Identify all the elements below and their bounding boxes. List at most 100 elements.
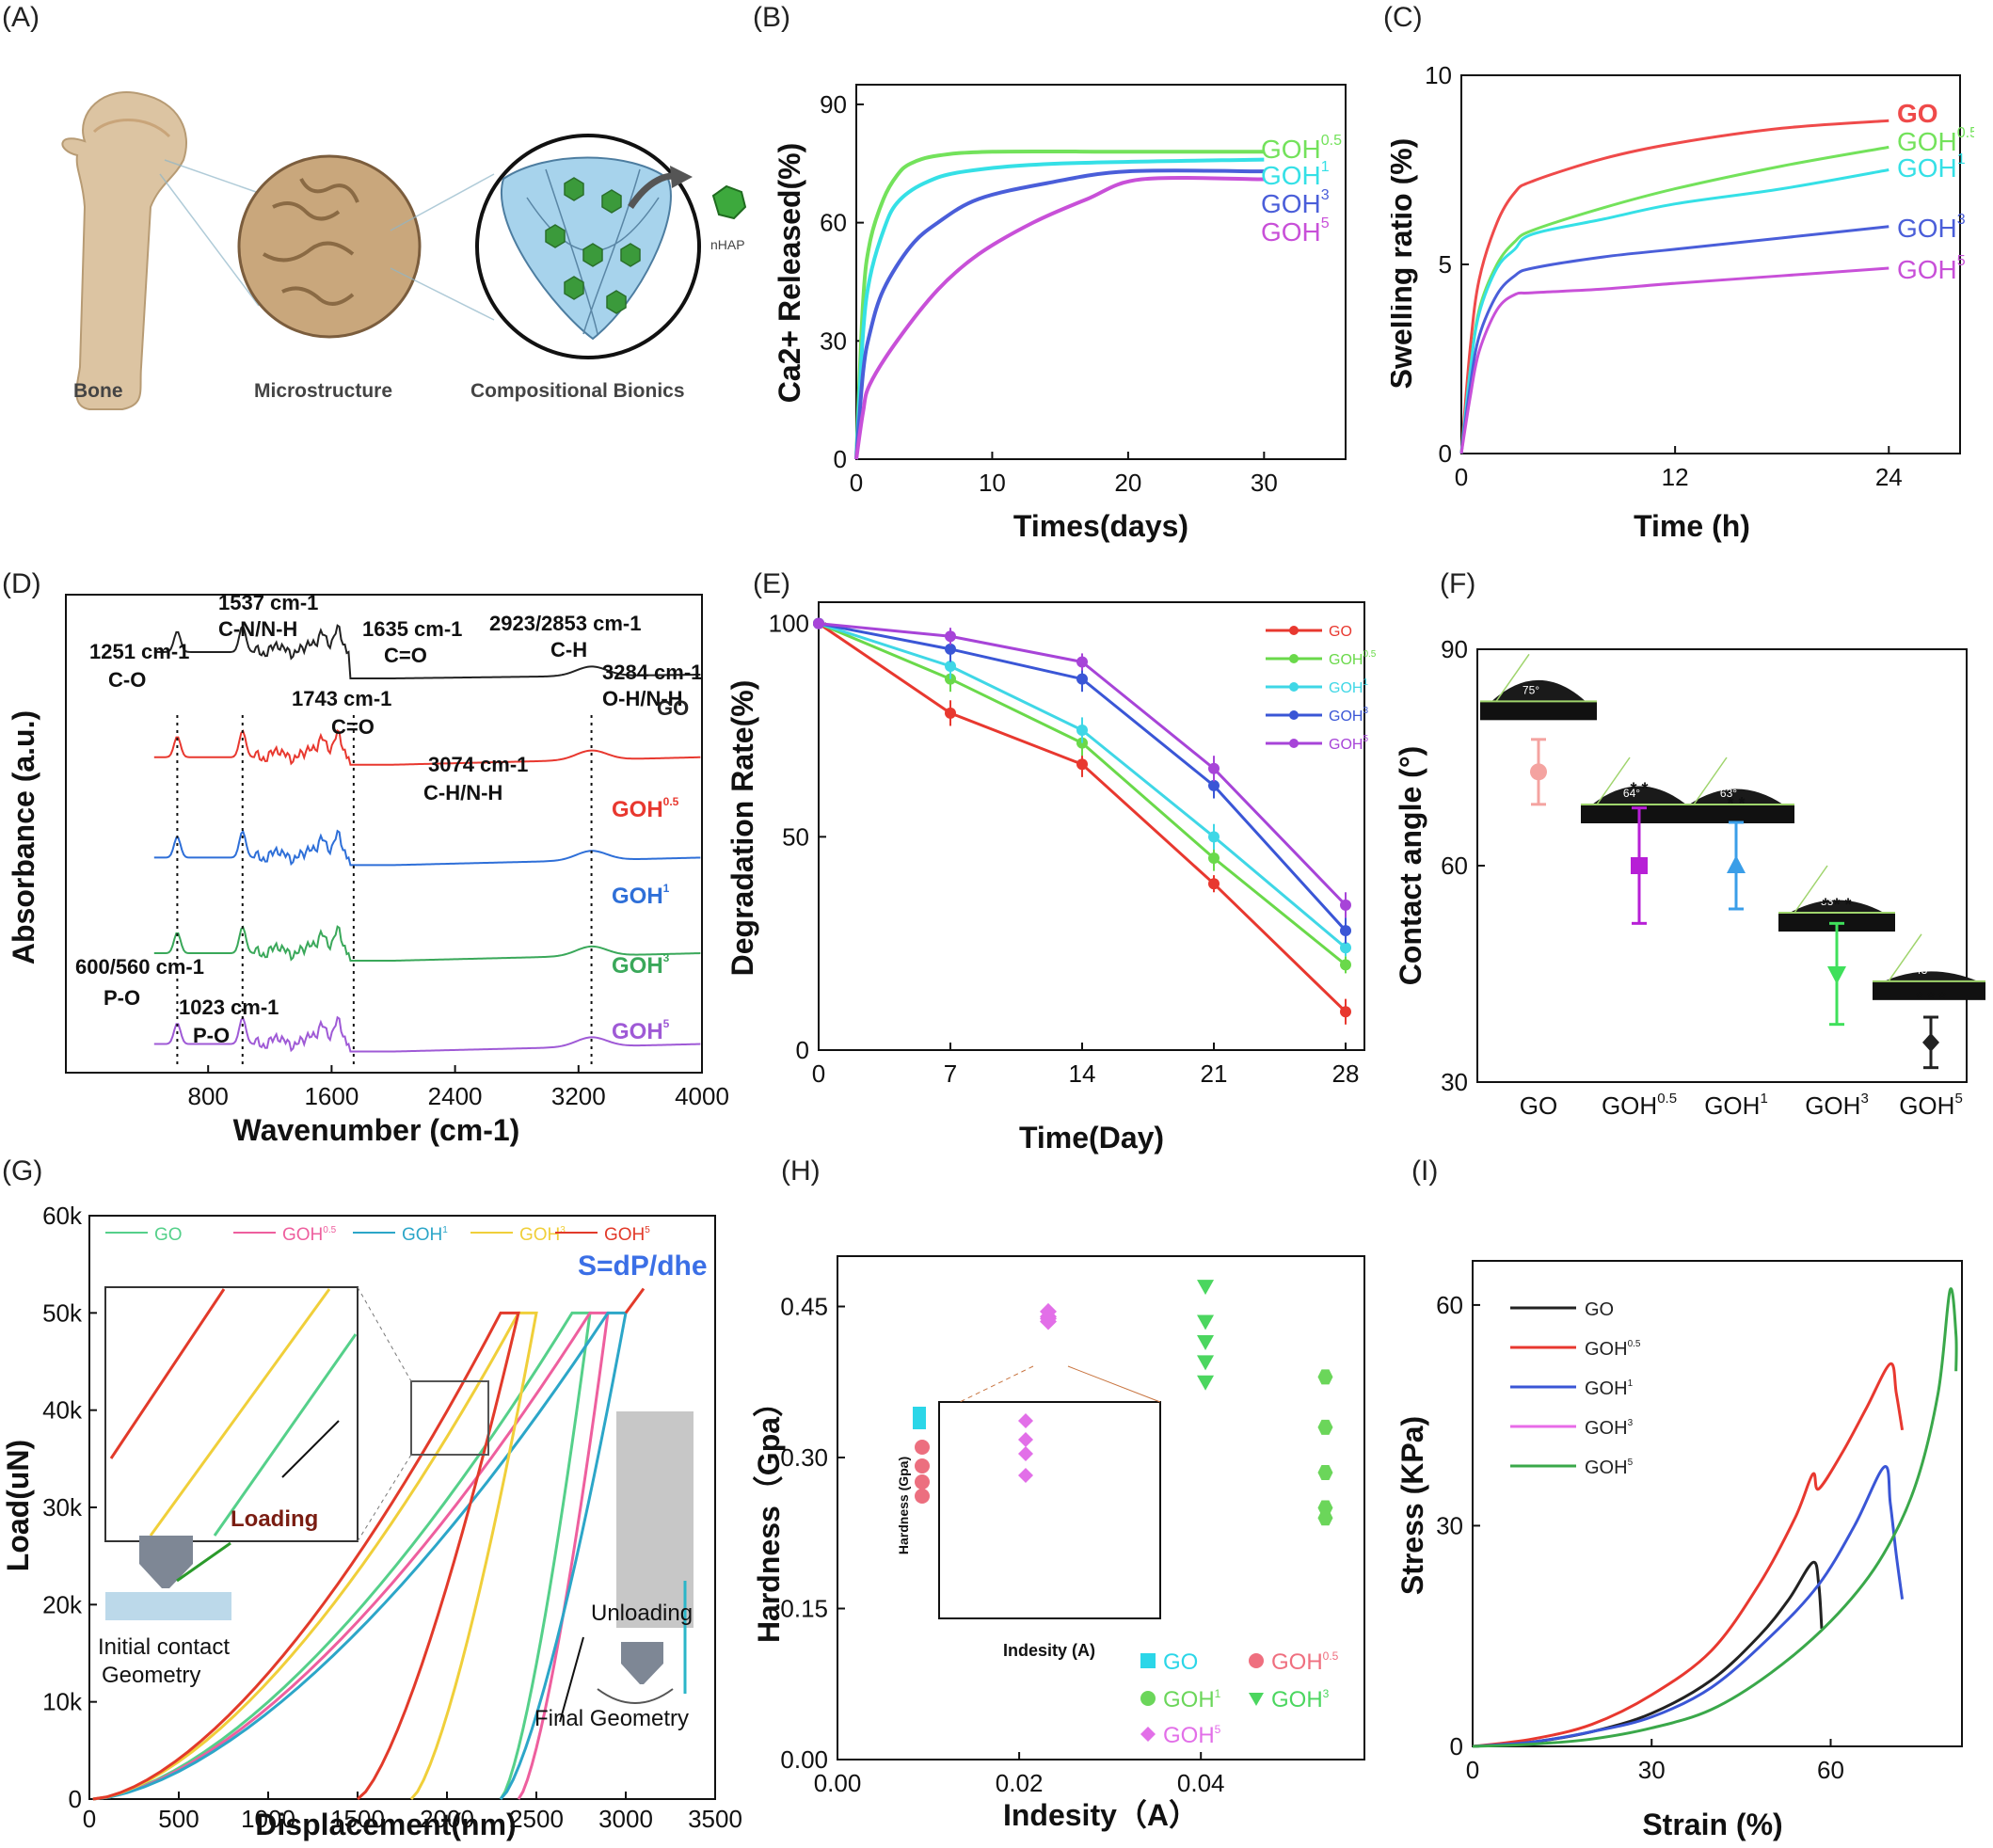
y-axis-label-e: Degradation Rate(%) xyxy=(725,680,759,977)
data-point-e-GOH3 xyxy=(1208,779,1220,791)
series-line-c-GOH1 xyxy=(1459,168,1889,454)
e-xtick-label: 21 xyxy=(1201,1059,1228,1088)
ann-d-9: O-H/N-H xyxy=(602,687,683,710)
y-axis-label-i: Stress (KPa) xyxy=(1395,1416,1429,1595)
compositional-bionics-illustration: nHAP xyxy=(475,134,747,359)
ann-g-0: S=dP/dhe xyxy=(578,1251,708,1282)
data-point-e-GOH3 xyxy=(1340,925,1351,937)
legend-h-label-GOH1: GOH1 xyxy=(1163,1687,1221,1713)
data-point-e-GOH0.5 xyxy=(1208,852,1220,864)
c-ytick-label: 10 xyxy=(1425,66,1452,89)
plot-frame-d xyxy=(65,594,703,1074)
h-xtick-label: 0.04 xyxy=(1177,1769,1225,1797)
ann-d-5: C=O xyxy=(384,644,427,667)
legend-e-label-GO: GO xyxy=(1329,624,1352,640)
c-xtick-label: 24 xyxy=(1875,463,1903,491)
e-xtick-label: 28 xyxy=(1332,1059,1360,1088)
d-xtick-label: 800 xyxy=(188,1082,229,1110)
data-point-f-GOH5 xyxy=(1922,1032,1939,1052)
data-point-h-GOH3 xyxy=(1197,1355,1215,1371)
y-axis-label-h: Hardness（Gpa） xyxy=(752,1387,786,1643)
plot-frame-c xyxy=(1460,74,1961,454)
e-ytick-label: 0 xyxy=(796,1036,809,1064)
data-point-h-GOH1 xyxy=(1317,1369,1333,1385)
g-ytick-label: 50k xyxy=(42,1298,83,1327)
legend-h-label-GOH5: GOH5 xyxy=(1163,1723,1221,1748)
series-line-c-GOH5 xyxy=(1459,266,1889,454)
ann-d-6: 2923/2853 cm-1 xyxy=(489,612,641,635)
g-xtick-label: 3000 xyxy=(598,1805,653,1833)
legend-b-goh3: GOH3 xyxy=(1261,187,1330,218)
series-line-b-GOH0.5 xyxy=(854,149,1265,460)
c-xtick-label: 0 xyxy=(1455,463,1468,491)
figure-label-e: (E) xyxy=(753,568,790,599)
data-point-h-GOH1 xyxy=(1317,1510,1333,1526)
f-ytick-label: 30 xyxy=(1441,1068,1468,1096)
series-line-b-GOH3 xyxy=(854,168,1265,460)
inset-h-xlabel: Indesity (A) xyxy=(1003,1641,1095,1660)
significance-GOH3: * * * xyxy=(1822,895,1851,914)
x-axis-label-h: Indesity（A） xyxy=(1003,1798,1199,1832)
data-point-f-GOH1 xyxy=(1727,855,1746,873)
chart-b: 0 10 20 30 0 30 60 90 Times(days) Ca2+ Released… xyxy=(773,84,1347,543)
droplet-angle-GO: 75° xyxy=(1523,683,1539,696)
ann-d-15: P-O xyxy=(104,986,140,1010)
chart-h: 0.00 0.02 0.04 0.00 0.15 0.30 0.45 Indesity (A… xyxy=(752,1255,1365,1832)
legend-d-goh05: GOH0.5 xyxy=(612,795,679,822)
series-line-d-GOH1 xyxy=(153,829,701,867)
legend-i-label-GOH1: GOH1 xyxy=(1585,1378,1634,1399)
ann-d-14: 600/560 cm-1 xyxy=(75,955,204,979)
inset-h-go-points xyxy=(913,1407,926,1429)
inset-g-line-go xyxy=(213,1333,358,1537)
i-ytick-label: 60 xyxy=(1436,1291,1463,1319)
g-xtick-label: 2500 xyxy=(509,1805,564,1833)
ann-g-1: Loading xyxy=(231,1506,318,1532)
zoom-link-bottom xyxy=(357,1454,412,1542)
g-xtick-label: 1500 xyxy=(330,1805,385,1833)
series-line-d-GOH5 xyxy=(153,1015,701,1053)
droplet-angle-GOH0.5: 64° xyxy=(1623,787,1640,800)
series-line-b-GOH5 xyxy=(854,175,1265,460)
plot-frame-h xyxy=(837,1255,1365,1760)
ann-d-3: C-N/N-H xyxy=(218,617,297,641)
stiffness-arrow xyxy=(624,1287,646,1314)
legend-i-label-GOH3: GOH3 xyxy=(1585,1418,1634,1439)
inset-g xyxy=(104,1286,359,1542)
legend-d-goh5: GOH5 xyxy=(612,1017,670,1044)
y-axis-label-b: Ca2+ Released(%) xyxy=(773,143,806,404)
data-point-e-GO xyxy=(1076,758,1088,771)
inset-h-goh5-points xyxy=(1018,1413,1033,1483)
legend-i-label-GO: GO xyxy=(1585,1299,1614,1320)
i-xtick-label: 60 xyxy=(1817,1756,1844,1784)
legend-e-marker-GOH5 xyxy=(1289,739,1299,748)
ann-d-7: C-H xyxy=(550,638,587,661)
g-xtick-label: 500 xyxy=(158,1805,199,1833)
series-line-i-GOH1 xyxy=(1472,1465,1905,1748)
x-axis-label-c: Time (h) xyxy=(1634,509,1750,543)
inset-h-link-left xyxy=(959,1365,1034,1403)
data-point-e-GOH1 xyxy=(1076,725,1088,736)
ann-d-10: 1743 cm-1 xyxy=(292,687,391,710)
y-axis-label-f: Contact angle (°) xyxy=(1394,746,1427,986)
g-ytick-label: 40k xyxy=(42,1396,83,1425)
data-point-e-GOH1 xyxy=(1340,942,1351,954)
nhap-label: nHAP xyxy=(710,237,745,252)
x-axis-label-d: Wavenumber (cm-1) xyxy=(233,1113,520,1147)
legend-d-goh1: GOH1 xyxy=(612,882,670,909)
significance-GOH0.5: * * xyxy=(1630,780,1648,799)
data-point-e-GOH5 xyxy=(945,630,956,643)
series-line-i-GOH0.5 xyxy=(1472,1362,1905,1748)
legend-h-marker-GO xyxy=(1140,1653,1156,1668)
legend-e-label-GOH3: GOH3 xyxy=(1329,706,1368,725)
b-xtick-label: 10 xyxy=(979,469,1006,497)
series-line-d-GO xyxy=(153,624,701,679)
figure-label-g: (G) xyxy=(2,1155,43,1187)
inset-h-goh05-points xyxy=(915,1440,930,1504)
droplet-image-GOH0.5 xyxy=(1592,786,1686,805)
legend-e-label-GOH5: GOH5 xyxy=(1329,734,1368,753)
legend-g-label-GOH1: GOH1 xyxy=(402,1225,448,1245)
droplet-image-GOH5 xyxy=(1884,971,1978,981)
sample-surface-initial xyxy=(105,1592,231,1620)
d-xtick-label: 3200 xyxy=(551,1082,606,1110)
loading-arrow-icon xyxy=(176,1541,231,1583)
